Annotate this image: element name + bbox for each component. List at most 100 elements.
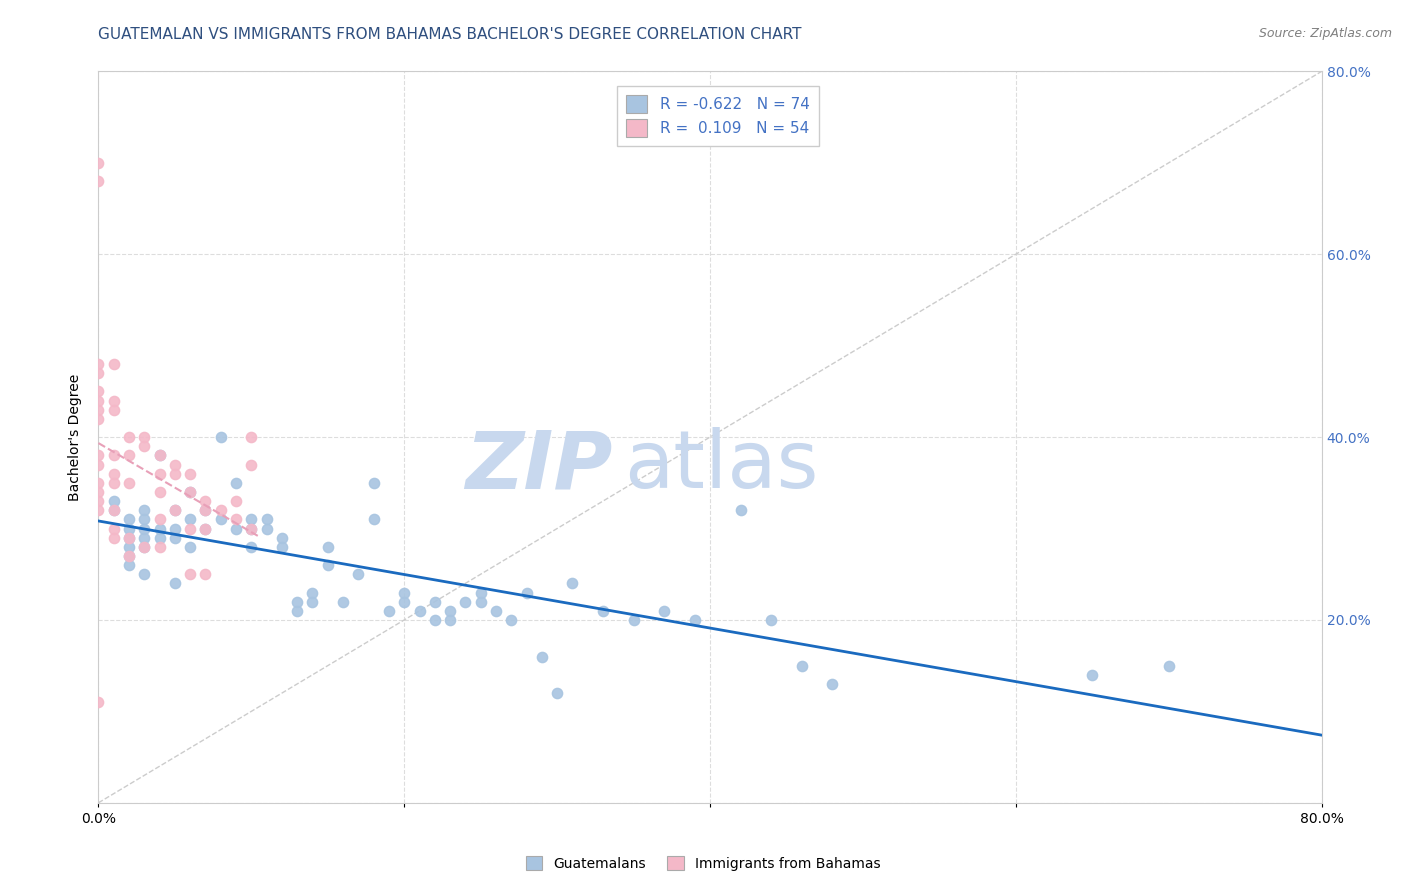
Point <box>87 384 110 399</box>
Point <box>179 540 201 554</box>
Point <box>225 512 247 526</box>
Point <box>87 475 110 490</box>
Point <box>194 503 217 517</box>
Point <box>149 521 172 535</box>
Point <box>134 430 156 444</box>
Point <box>118 449 141 463</box>
Point <box>194 521 217 535</box>
Point <box>87 357 110 371</box>
Point <box>179 567 201 582</box>
Point <box>103 475 125 490</box>
Point <box>790 658 813 673</box>
Point <box>347 567 370 582</box>
Point <box>103 393 125 408</box>
Point <box>501 613 523 627</box>
Point <box>454 594 477 608</box>
Point <box>561 576 583 591</box>
Point <box>270 540 292 554</box>
Point <box>87 174 110 188</box>
Point <box>730 503 752 517</box>
Point <box>163 458 186 472</box>
Point <box>378 604 401 618</box>
Point <box>1157 658 1180 673</box>
Point <box>163 503 186 517</box>
Point <box>194 503 217 517</box>
Legend: R = -0.622   N = 74, R =  0.109   N = 54: R = -0.622 N = 74, R = 0.109 N = 54 <box>617 87 818 146</box>
Point <box>363 512 385 526</box>
Point <box>134 439 156 453</box>
Point <box>423 594 446 608</box>
Point <box>103 521 125 535</box>
Point <box>316 558 339 573</box>
Text: ZIP: ZIP <box>465 427 612 506</box>
Point <box>149 449 172 463</box>
Point <box>134 521 156 535</box>
Point <box>332 594 354 608</box>
Point <box>759 613 782 627</box>
Point <box>87 503 110 517</box>
Point <box>470 585 492 599</box>
Text: GUATEMALAN VS IMMIGRANTS FROM BAHAMAS BACHELOR'S DEGREE CORRELATION CHART: GUATEMALAN VS IMMIGRANTS FROM BAHAMAS BA… <box>98 27 801 42</box>
Point <box>194 567 217 582</box>
Point <box>118 549 141 563</box>
Point <box>470 594 492 608</box>
Point <box>149 512 172 526</box>
Point <box>256 521 278 535</box>
Point <box>87 494 110 508</box>
Point <box>118 549 141 563</box>
Point <box>225 521 247 535</box>
Point <box>103 531 125 545</box>
Point <box>439 604 461 618</box>
Point <box>592 604 614 618</box>
Text: atlas: atlas <box>624 427 818 506</box>
Point <box>103 503 125 517</box>
Point <box>285 604 308 618</box>
Point <box>118 512 141 526</box>
Point <box>516 585 538 599</box>
Point <box>134 531 156 545</box>
Y-axis label: Bachelor's Degree: Bachelor's Degree <box>69 374 83 500</box>
Text: Source: ZipAtlas.com: Source: ZipAtlas.com <box>1258 27 1392 40</box>
Point <box>134 503 156 517</box>
Point <box>118 540 141 554</box>
Point <box>118 558 141 573</box>
Point <box>194 521 217 535</box>
Point <box>179 485 201 500</box>
Point <box>87 695 110 709</box>
Point <box>240 540 263 554</box>
Point <box>87 156 110 170</box>
Point <box>149 531 172 545</box>
Point <box>194 494 217 508</box>
Point <box>225 494 247 508</box>
Point <box>149 540 172 554</box>
Point <box>683 613 706 627</box>
Point <box>301 585 323 599</box>
Legend: Guatemalans, Immigrants from Bahamas: Guatemalans, Immigrants from Bahamas <box>520 850 886 876</box>
Point <box>118 531 141 545</box>
Point <box>118 475 141 490</box>
Point <box>87 485 110 500</box>
Point <box>423 613 446 627</box>
Point <box>118 521 141 535</box>
Point <box>163 576 186 591</box>
Point <box>240 458 263 472</box>
Point <box>209 512 232 526</box>
Point <box>225 475 247 490</box>
Point <box>163 467 186 481</box>
Point <box>209 430 232 444</box>
Point <box>363 475 385 490</box>
Point <box>103 494 125 508</box>
Point <box>530 649 553 664</box>
Point <box>87 458 110 472</box>
Point <box>209 503 232 517</box>
Point <box>87 366 110 380</box>
Point <box>240 430 263 444</box>
Point <box>392 594 416 608</box>
Point <box>179 485 201 500</box>
Point <box>103 449 125 463</box>
Point <box>301 594 323 608</box>
Point <box>392 585 416 599</box>
Point <box>134 567 156 582</box>
Point <box>179 512 201 526</box>
Point <box>270 531 292 545</box>
